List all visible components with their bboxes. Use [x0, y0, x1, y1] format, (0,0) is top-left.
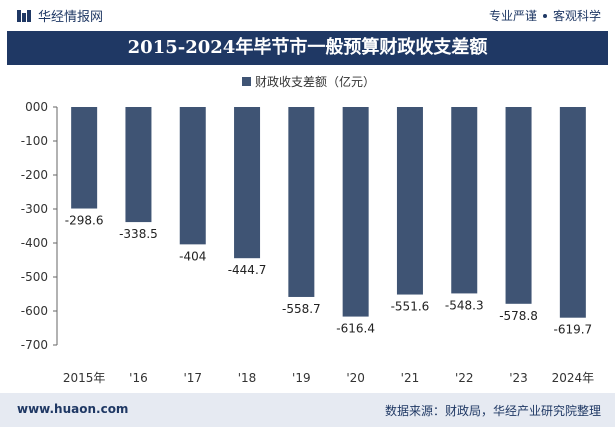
bar	[179, 107, 206, 245]
footer-source: 数据来源：财政局，华经产业研究院整理	[384, 404, 601, 418]
y-tick-label: -400	[21, 236, 48, 250]
data-label: -298.6	[65, 214, 104, 228]
y-tick-label: -300	[21, 202, 48, 216]
data-label: -404	[179, 249, 206, 263]
slogan-right: 客观科学	[552, 9, 601, 23]
huajing-logo-icon	[17, 9, 31, 22]
data-label: -558.7	[282, 302, 321, 316]
bar	[125, 107, 152, 223]
x-tick-label: '17	[183, 371, 202, 385]
x-tick-label: '21	[401, 371, 420, 385]
top-bar: 华经情报网 专业严谨 客观科学	[0, 0, 615, 30]
y-tick-label: -600	[21, 304, 48, 318]
bar	[396, 107, 423, 295]
bar	[559, 107, 586, 318]
x-tick-label: '23	[509, 371, 528, 385]
slogan: 专业严谨 客观科学	[489, 7, 601, 24]
y-tick-label: -100	[21, 134, 48, 148]
y-tick-label: 000	[25, 100, 48, 114]
data-label: -548.3	[445, 298, 484, 312]
brand-name: 华经情报网	[38, 10, 104, 25]
x-tick-label: '22	[455, 371, 474, 385]
data-label: -619.7	[554, 323, 593, 337]
bar	[505, 107, 532, 304]
x-tick-label: '18	[238, 371, 257, 385]
bar	[451, 107, 478, 294]
bullet-dot-icon	[542, 13, 547, 18]
y-tick-label: -500	[21, 270, 48, 284]
y-tick-label: -200	[21, 168, 48, 182]
brand[interactable]: 华经情报网	[16, 6, 103, 25]
legend-swatch	[242, 77, 251, 86]
footer: www.huaon.com 数据来源：财政局，华经产业研究院整理	[0, 393, 615, 427]
data-label: -338.5	[119, 227, 158, 241]
x-tick-label: '19	[292, 371, 311, 385]
legend-label: 财政收支差额（亿元）	[255, 74, 375, 89]
x-tick-label: '20	[346, 371, 365, 385]
y-tick-label: -700	[21, 338, 48, 352]
bar	[342, 107, 369, 317]
slogan-left: 专业严谨	[488, 9, 537, 23]
data-label: -578.8	[499, 309, 538, 323]
data-label: -444.7	[228, 263, 267, 277]
bar	[288, 107, 315, 297]
x-tick-label: 2024年	[552, 371, 595, 385]
x-tick-label: 2015年	[63, 371, 106, 385]
bar	[234, 107, 261, 259]
chart-title: 2015-2024年毕节市一般预算财政收支差额	[7, 31, 608, 65]
footer-site[interactable]: www.huaon.com	[17, 402, 129, 416]
bar	[71, 107, 98, 209]
x-tick-label: '16	[129, 371, 148, 385]
data-label: -616.4	[336, 322, 375, 336]
data-label: -551.6	[391, 300, 430, 314]
bar-chart: 财政收支差额（亿元） 000 -100 -200 -300 -400 -500 -600 -70…	[21, 74, 595, 385]
